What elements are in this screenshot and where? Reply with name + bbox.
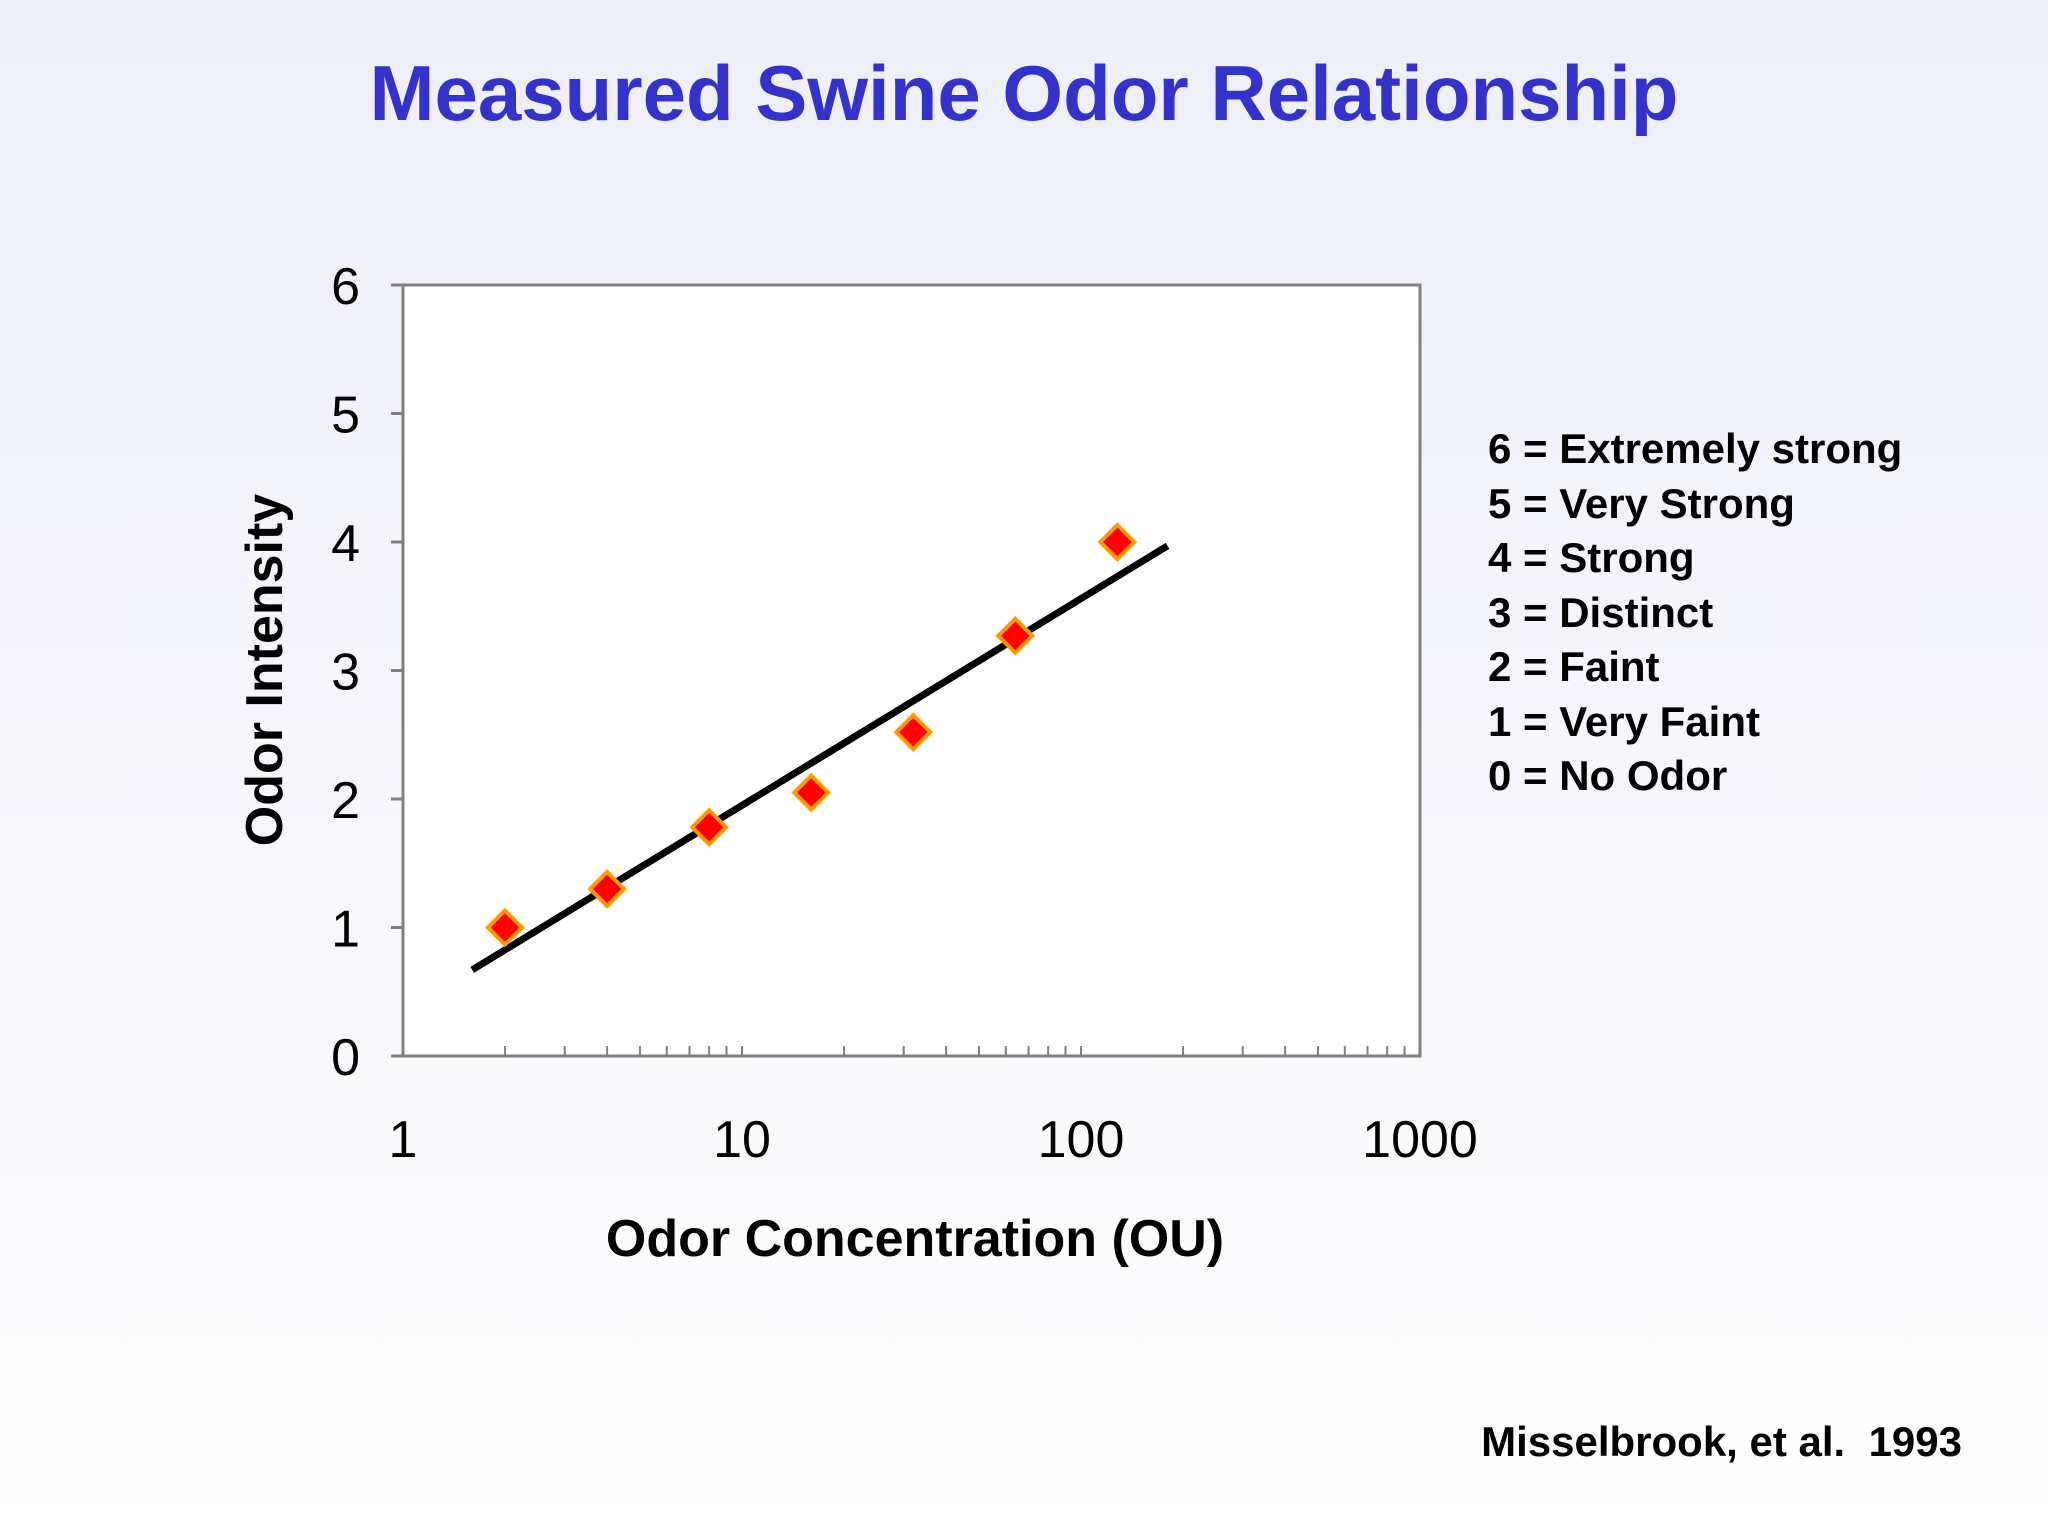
scale-legend-item: 6 = Extremely strong [1488, 425, 1903, 472]
data-point [587, 869, 627, 909]
y-ticks [391, 283, 403, 1058]
data-point [893, 712, 934, 753]
y-axis-title: Odor Intensity [236, 494, 294, 847]
scale-legend-item: 2 = Faint [1488, 643, 1660, 690]
data-point [995, 615, 1036, 656]
scale-legend-item: 1 = Very Faint [1488, 697, 1760, 745]
scale-legend-item: 0 = No Odor [1488, 752, 1728, 799]
plot-area [401, 283, 1422, 1058]
x-tick-label: 10 [713, 1111, 771, 1169]
x-minor-ticks [402, 1046, 1421, 1056]
scale-legend-item: 5 = Very Strong [1488, 479, 1795, 527]
data-point [1097, 522, 1138, 562]
x-tick-label: 100 [1038, 1111, 1125, 1169]
data-markers [485, 522, 1138, 948]
x-tick-label: 1000 [1362, 1111, 1478, 1169]
slide-title: Measured Swine Odor Relationship [369, 49, 1679, 137]
y-tick-label: 4 [331, 515, 360, 573]
scale-legend-item: 4 = Strong [1488, 534, 1695, 581]
x-axis-title: Odor Concentration (OU) [606, 1210, 1224, 1268]
y-tick-label: 6 [331, 258, 360, 316]
y-tick-label: 2 [331, 772, 360, 830]
intensity-scale-legend: 6 = Extremely strong 5 = Very Strong 4 = S… [1488, 422, 1902, 804]
trendline [470, 542, 1170, 973]
y-tick-label: 1 [331, 901, 360, 959]
y-tick-label: 5 [331, 387, 360, 445]
data-point [791, 772, 832, 813]
y-tick-label: 0 [331, 1029, 360, 1087]
x-tick-label: 1 [389, 1111, 418, 1169]
data-point [689, 807, 729, 848]
data-point [485, 907, 525, 948]
y-tick-label: 3 [331, 644, 360, 702]
y-tick-labels: 0 1 2 3 4 5 6 [331, 258, 360, 1087]
scale-legend-item: 3 = Distinct [1488, 588, 1714, 636]
citation: Misselbrook, et al. 1993 [1481, 1418, 1962, 1465]
x-tick-labels: 1 10 100 1000 [389, 1111, 1478, 1169]
